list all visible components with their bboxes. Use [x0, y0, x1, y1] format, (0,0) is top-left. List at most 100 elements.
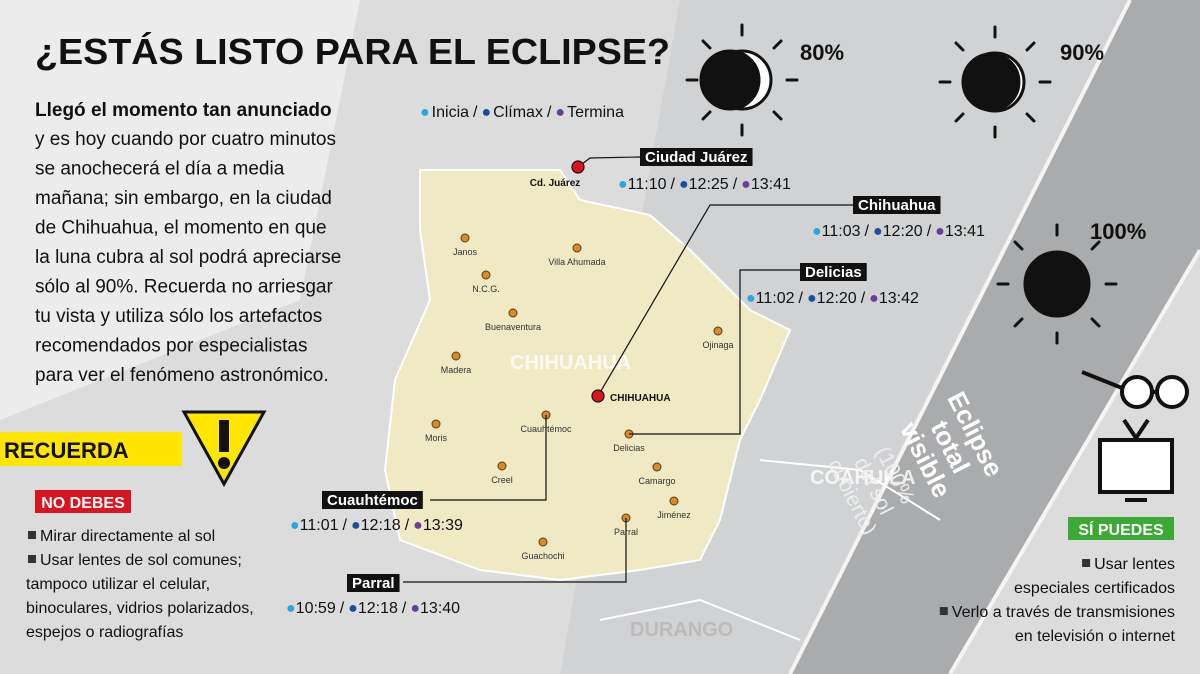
time: 13:41: [751, 176, 791, 193]
time-row: ●11:02/●12:20/●13:42: [746, 290, 919, 307]
city-label: Chihuahua: [858, 197, 936, 214]
total-band: [790, 0, 1200, 674]
callout-line: [430, 415, 547, 501]
map: Janos Villa Ahumada N.C.G. Buenaventura Made…: [286, 148, 985, 617]
list-item: tampoco utilizar el celular,: [26, 576, 210, 593]
town-dot: [497, 461, 507, 471]
time-dot: ●: [935, 223, 945, 240]
coverage: 80%: [800, 40, 844, 65]
city-dot: [591, 389, 605, 403]
list-item: Mirar directamente al sol: [40, 528, 215, 545]
town-label: Villa Ahumada: [548, 257, 605, 267]
separator: /: [340, 600, 345, 617]
town-label: Jiménez: [657, 510, 691, 520]
time-dot: ●: [351, 517, 361, 534]
si-puedes-box: [1068, 517, 1174, 540]
intro-lead: Llegó el momento tan anunciado: [35, 100, 332, 121]
city-label-box: [347, 574, 400, 592]
time-dot: ●: [618, 176, 628, 193]
town-dot: [538, 537, 548, 547]
state-label: CHIHUAHUA: [510, 352, 631, 374]
intro: y es hoy cuando por cuatro minutos se ano…: [35, 129, 341, 386]
time-dot: ●: [348, 600, 358, 617]
time: 12:18: [361, 517, 401, 534]
intro-line: se anochecerá el día a media: [35, 159, 285, 180]
time-dot: ●: [869, 290, 879, 307]
time-row: ●11:01/●12:18/●13:39: [290, 517, 463, 534]
bullet: [28, 531, 36, 539]
separator: /: [402, 600, 407, 617]
legend: ● Inicia / ● Clímax / ● Termina: [420, 104, 624, 121]
separator: /: [865, 223, 870, 240]
intro-line: la luna cubra al sol podrá apreciarse: [35, 247, 341, 268]
tv-icon: [1098, 418, 1174, 502]
town-dot: [460, 233, 470, 243]
separator: /: [861, 290, 866, 307]
legend-label: Inicia: [432, 104, 469, 121]
time: 13:41: [945, 223, 985, 240]
town-label: N.C.G.: [472, 284, 500, 294]
legend-dot: ●: [555, 104, 565, 121]
time: 12:18: [358, 600, 398, 617]
legend-dot: ●: [420, 104, 430, 121]
warning-icon: [181, 410, 267, 488]
legend-label: Clímax: [493, 104, 543, 121]
time-row: ●11:10/●12:25/●13:41: [618, 176, 791, 193]
town-label: Buenaventura: [485, 322, 541, 332]
town-dot: [431, 419, 441, 429]
town-label: Guachochi: [521, 551, 564, 561]
callout-line: [629, 269, 800, 435]
time: 12:25: [689, 176, 729, 193]
city-label: Parral: [352, 575, 395, 592]
list-item: especiales certificados: [1014, 580, 1175, 597]
intro-line: mañana; sin embargo, en la ciudad: [35, 188, 332, 209]
separator: /: [473, 104, 478, 121]
town-label: Moris: [425, 433, 447, 443]
coverage: 100%: [1090, 219, 1146, 244]
city-label: Delicias: [805, 264, 862, 281]
time: 11:01: [300, 517, 339, 534]
bullet: [28, 555, 36, 563]
separator: /: [547, 104, 552, 121]
time-dot: ●: [679, 176, 689, 193]
time-dot: ●: [741, 176, 751, 193]
town-label: Camargo: [638, 476, 675, 486]
callout-line: [403, 518, 627, 583]
time: 11:10: [628, 176, 667, 193]
town-label: Madera: [441, 365, 472, 375]
town-dot: [669, 496, 679, 506]
coverage: 90%: [1060, 40, 1104, 65]
time: 12:20: [817, 290, 857, 307]
city-map-label: Cd. Juárez: [530, 178, 581, 189]
lists: Mirar directamente al sol Usar lentes de …: [26, 528, 1176, 645]
separator: /: [733, 176, 738, 193]
time-row: ●11:03/●12:20/●13:41: [812, 223, 985, 240]
city-dot: [571, 160, 585, 174]
city-map-label: CHIHUAHUA: [610, 393, 671, 404]
city-label-box: [640, 148, 753, 166]
band-edge: [788, 0, 1200, 674]
time: 11:02: [756, 290, 795, 307]
list-item: Usar lentes de sol comunes;: [40, 552, 242, 569]
recuerda-title: RECUERDA: [4, 438, 129, 463]
separator: /: [405, 517, 410, 534]
glasses-icon: [1081, 370, 1189, 409]
no-debes-box: [35, 490, 131, 513]
intro-line: para ver el fenómeno astronómico.: [35, 365, 329, 386]
separator: /: [927, 223, 932, 240]
bullet: [1082, 559, 1091, 567]
state-label: DURANGO: [630, 619, 733, 641]
list-item: Usar lentes: [1094, 556, 1175, 573]
town-dot: [652, 462, 662, 472]
city-label: Ciudad Juárez: [645, 149, 748, 166]
list-item: espejos o radiografías: [26, 624, 183, 641]
time: 13:40: [420, 600, 460, 617]
list-item: en televisión o internet: [1015, 628, 1176, 645]
legend-row: ● Inicia / ● Clímax / ● Termina: [420, 104, 624, 121]
list-item: Verlo a través de transmisiones: [952, 604, 1175, 621]
town-dot: [713, 326, 723, 336]
town-label: Ojinaga: [702, 340, 733, 350]
town-dot: [508, 308, 518, 318]
city-label-box: [322, 491, 423, 509]
town-dot: [451, 351, 461, 361]
